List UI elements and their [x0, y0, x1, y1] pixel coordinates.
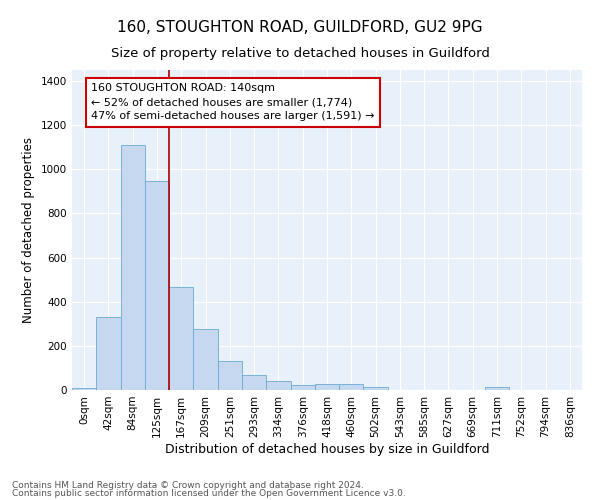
Text: Size of property relative to detached houses in Guildford: Size of property relative to detached ho… [110, 48, 490, 60]
Bar [266, 381, 290, 390]
Bar [121, 145, 145, 390]
Bar [96, 317, 121, 390]
Text: 160, STOUGHTON ROAD, GUILDFORD, GU2 9PG: 160, STOUGHTON ROAD, GUILDFORD, GU2 9PG [117, 20, 483, 35]
Bar [242, 374, 266, 390]
Bar [339, 384, 364, 390]
Bar [193, 330, 218, 390]
Bar [315, 384, 339, 390]
Y-axis label: Number of detached properties: Number of detached properties [22, 137, 35, 323]
Text: Contains public sector information licensed under the Open Government Licence v3: Contains public sector information licen… [12, 489, 406, 498]
Bar [218, 362, 242, 390]
Bar [145, 182, 169, 390]
Text: Contains HM Land Registry data © Crown copyright and database right 2024.: Contains HM Land Registry data © Crown c… [12, 480, 364, 490]
Bar [364, 386, 388, 390]
Bar [169, 288, 193, 390]
X-axis label: Distribution of detached houses by size in Guildford: Distribution of detached houses by size … [165, 442, 489, 456]
Text: 160 STOUGHTON ROAD: 140sqm
← 52% of detached houses are smaller (1,774)
47% of s: 160 STOUGHTON ROAD: 140sqm ← 52% of deta… [91, 83, 375, 121]
Bar [290, 385, 315, 390]
Bar [485, 386, 509, 390]
Bar [72, 388, 96, 390]
